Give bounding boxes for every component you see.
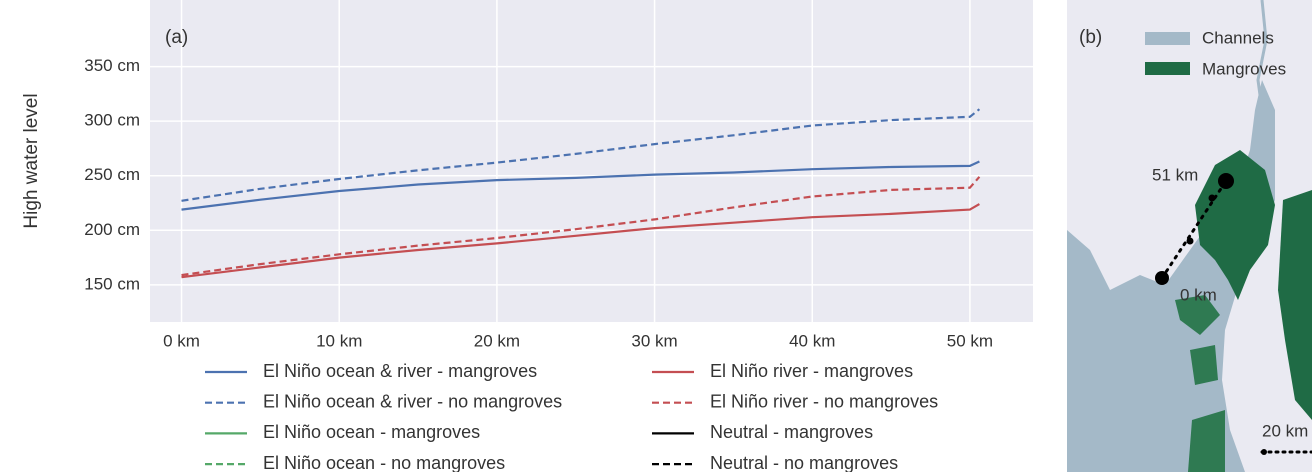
x-tick-label: 50 km [947, 331, 993, 350]
map-water [1067, 80, 1275, 472]
legend-label: Mangroves [1202, 59, 1286, 78]
transect-start [1155, 271, 1169, 285]
legend-swatch [1145, 62, 1190, 75]
y-tick-label: 150 cm [84, 274, 140, 293]
legend-label: Channels [1202, 28, 1274, 47]
legend-label: El Niño river - mangroves [710, 361, 913, 381]
series-line [181, 160, 980, 211]
panel-label: (a) [165, 27, 188, 48]
y-tick-label: 250 cm [84, 165, 140, 184]
transect-dot [1208, 194, 1216, 202]
x-tick-label: 10 km [316, 331, 362, 350]
map-mangroves [1278, 190, 1312, 420]
map-mangroves [1190, 345, 1218, 385]
grid [150, 0, 1033, 322]
map-mangroves [1195, 150, 1275, 300]
annotation: 51 km [1152, 165, 1198, 184]
y-tick-label: 200 cm [84, 220, 140, 239]
y-tick-label: 300 cm [84, 111, 140, 130]
map-mangroves [1175, 295, 1220, 335]
plot-area [150, 0, 1033, 322]
legend-label: Neutral - no mangroves [710, 453, 898, 472]
legend-label: El Niño ocean & river - mangroves [263, 361, 537, 381]
y-tick-label: 350 cm [84, 56, 140, 75]
transect-end [1218, 173, 1234, 189]
legend-label: El Niño river - no mangroves [710, 391, 938, 411]
series-line [181, 203, 980, 279]
series-line [181, 176, 981, 277]
legend-label: El Niño ocean - no mangroves [263, 453, 505, 472]
legend-label: El Niño ocean - mangroves [263, 422, 480, 442]
legend-swatch [1145, 32, 1190, 45]
map: (b) Channels Mangroves 51 km 0 km 20 km [1067, 0, 1312, 472]
legend-label: El Niño ocean & river - no mangroves [263, 391, 562, 411]
panel-label: (b) [1079, 27, 1102, 48]
map-river [1256, 0, 1268, 111]
annotation: 0 km [1180, 285, 1217, 304]
scale-bar-end [1261, 449, 1267, 455]
scale-bar-label: 20 km [1262, 421, 1308, 440]
series-line [181, 108, 981, 202]
transect-dot [1186, 237, 1194, 245]
map-mangroves [1188, 410, 1225, 472]
x-tick-label: 40 km [789, 331, 835, 350]
x-tick-label: 0 km [163, 331, 200, 350]
legend-label: Neutral - mangroves [710, 422, 873, 442]
y-axis-label: High water level [21, 93, 42, 228]
x-tick-label: 30 km [631, 331, 677, 350]
x-tick-label: 20 km [474, 331, 520, 350]
